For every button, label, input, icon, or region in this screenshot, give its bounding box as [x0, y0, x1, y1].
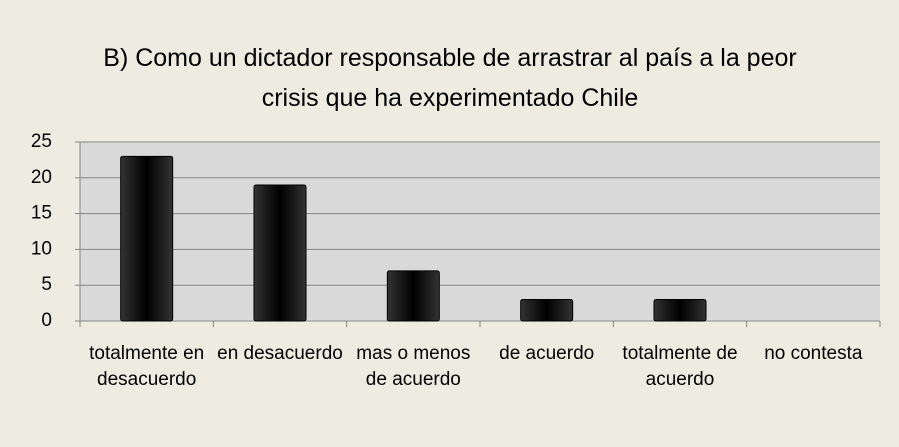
x-tick-label: totalmente de acuerdo [622, 343, 738, 390]
bar [120, 155, 174, 322]
y-tick-label: 20 [31, 167, 52, 188]
x-label-box: en desacuerdo [217, 343, 343, 364]
bar [520, 299, 574, 322]
x-label-box: no contesta [764, 343, 863, 364]
x-tick-label: totalmente en desacuerdo [89, 343, 205, 390]
y-tick-label: 5 [41, 274, 52, 295]
x-label-box: mas o menos de acuerdo [356, 343, 471, 390]
x-tick-label: en desacuerdo [217, 343, 343, 364]
x-tick-label: de acuerdo [499, 343, 595, 364]
y-tick-label: 0 [41, 310, 52, 331]
y-tick-label: 15 [31, 203, 52, 224]
plot-area [80, 142, 880, 321]
x-label-box: de acuerdo [499, 343, 595, 364]
y-tick-label: 25 [31, 131, 52, 152]
y-tick-label: 10 [31, 238, 52, 259]
x-label-box: totalmente de acuerdo [622, 343, 738, 390]
x-tick-label: mas o menos de acuerdo [356, 343, 471, 390]
bar [253, 184, 307, 322]
bar [653, 299, 707, 322]
bar [386, 270, 440, 322]
title-box: B) Como un dictador responsable de arras… [103, 44, 797, 112]
x-tick-label: no contesta [764, 343, 863, 364]
x-label-box: totalmente en desacuerdo [89, 343, 205, 390]
chart-title: B) Como un dictador responsable de arras… [103, 44, 797, 112]
